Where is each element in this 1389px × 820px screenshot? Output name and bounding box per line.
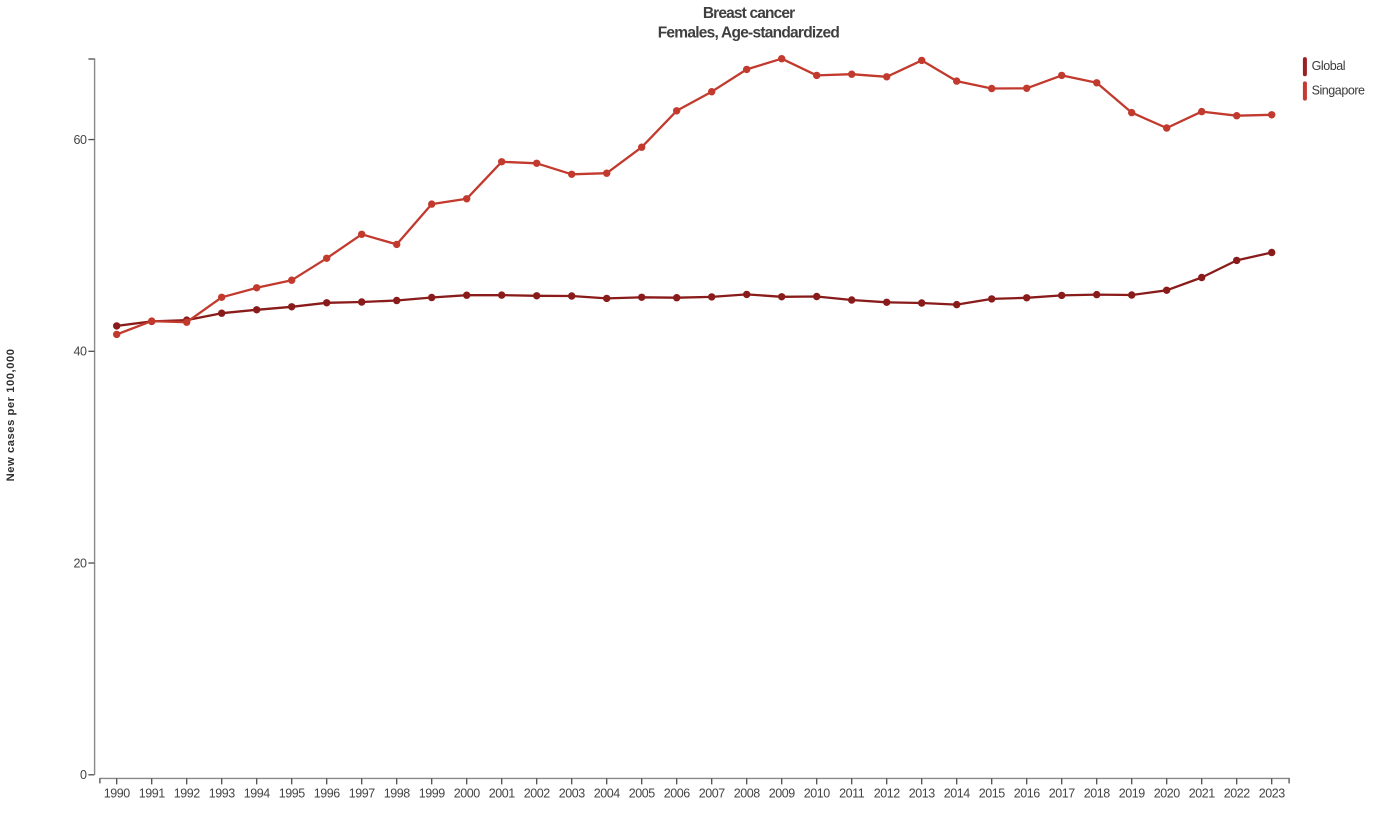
svg-text:2018: 2018 (1084, 787, 1111, 801)
svg-text:Breast cancer: Breast cancer (703, 5, 795, 22)
svg-text:1993: 1993 (209, 787, 236, 801)
svg-text:1990: 1990 (104, 787, 131, 801)
svg-text:2010: 2010 (804, 787, 831, 801)
svg-text:Global: Global (1312, 59, 1345, 73)
svg-text:2016: 2016 (1014, 787, 1041, 801)
svg-text:1994: 1994 (244, 787, 271, 801)
svg-text:1999: 1999 (419, 787, 446, 801)
svg-text:2023: 2023 (1259, 787, 1286, 801)
svg-text:2019: 2019 (1119, 787, 1146, 801)
svg-text:2015: 2015 (979, 787, 1006, 801)
svg-text:60: 60 (73, 133, 87, 147)
svg-text:2022: 2022 (1224, 787, 1251, 801)
svg-text:2021: 2021 (1189, 787, 1216, 801)
svg-text:2000: 2000 (454, 787, 481, 801)
svg-text:2006: 2006 (664, 787, 691, 801)
svg-text:2017: 2017 (1049, 787, 1076, 801)
svg-text:2014: 2014 (944, 787, 971, 801)
svg-text:2004: 2004 (594, 787, 621, 801)
svg-text:2009: 2009 (769, 787, 796, 801)
svg-text:1998: 1998 (384, 787, 411, 801)
svg-text:2020: 2020 (1154, 787, 1181, 801)
svg-text:2002: 2002 (524, 787, 551, 801)
svg-text:2007: 2007 (699, 787, 726, 801)
svg-text:2008: 2008 (734, 787, 761, 801)
svg-text:New cases per 100,000: New cases per 100,000 (5, 348, 17, 481)
svg-text:1995: 1995 (279, 787, 306, 801)
svg-text:0: 0 (80, 768, 87, 782)
svg-text:2001: 2001 (489, 787, 516, 801)
svg-text:1996: 1996 (314, 787, 341, 801)
svg-text:2012: 2012 (874, 787, 901, 801)
svg-text:40: 40 (73, 345, 87, 359)
svg-text:2013: 2013 (909, 787, 936, 801)
svg-text:1992: 1992 (174, 787, 201, 801)
svg-text:2011: 2011 (839, 787, 865, 801)
svg-text:Singapore: Singapore (1312, 83, 1365, 97)
svg-text:2005: 2005 (629, 787, 656, 801)
svg-text:20: 20 (73, 556, 87, 570)
svg-text:Females, Age-standardized: Females, Age-standardized (658, 25, 840, 42)
svg-text:2003: 2003 (559, 787, 586, 801)
svg-text:1997: 1997 (349, 787, 376, 801)
svg-text:1991: 1991 (139, 787, 166, 801)
